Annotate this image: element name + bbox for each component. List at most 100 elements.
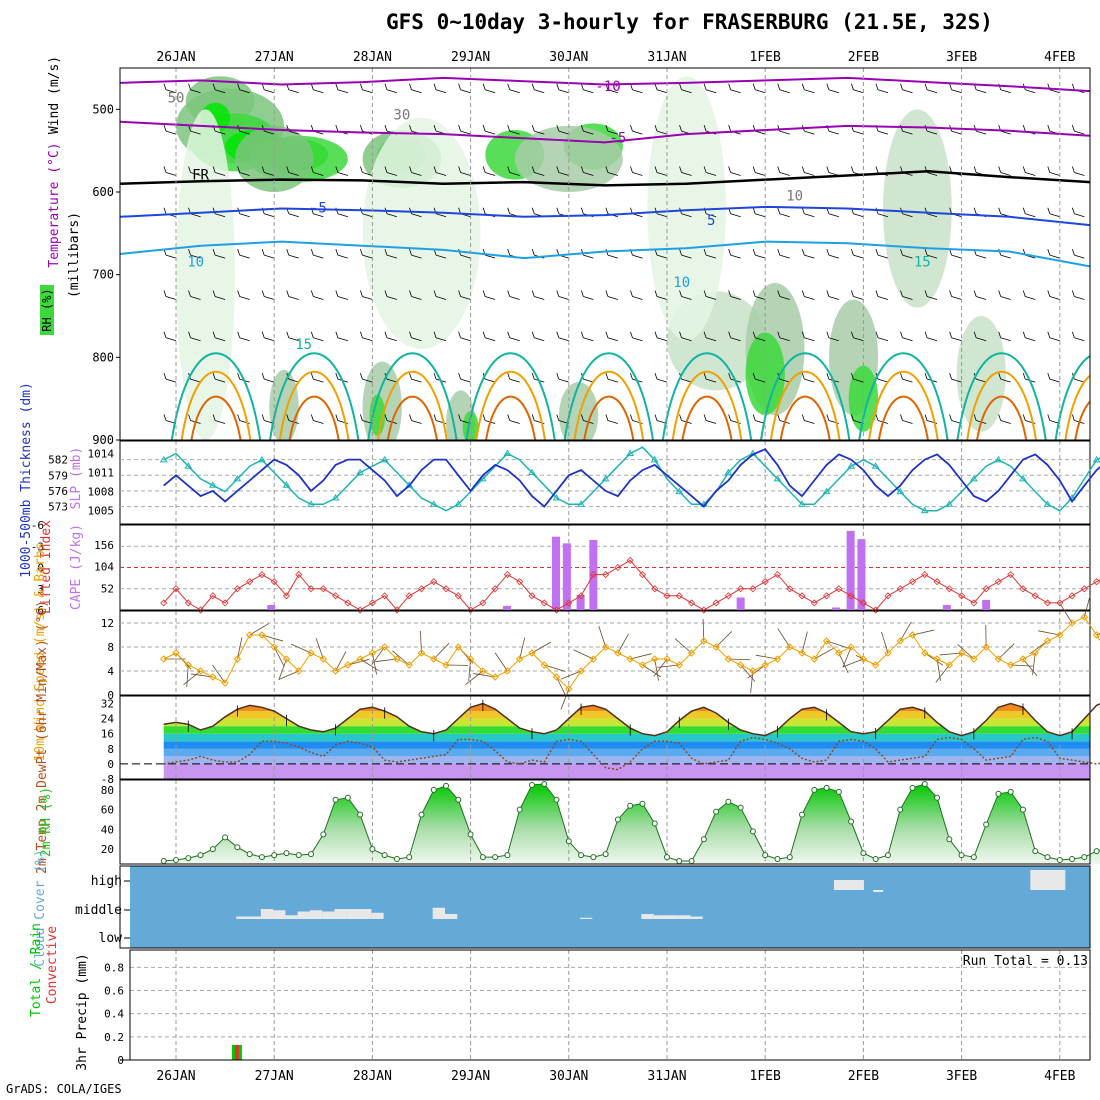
upper-wind-barb — [779, 172, 790, 176]
wind-speed-marker — [454, 643, 463, 651]
upper-wind-barb — [728, 373, 732, 380]
upper-wind-barb — [482, 83, 486, 90]
li-marker — [1068, 592, 1076, 600]
upper-wind-barb — [728, 414, 732, 421]
upper-wind-barb — [386, 213, 398, 218]
upper-wind-barb — [360, 331, 363, 338]
isotherm-loop — [475, 370, 546, 440]
upper-wind-barb — [531, 290, 535, 297]
surface-wind-barb — [814, 647, 834, 660]
upper-wind-barb — [1074, 378, 1085, 383]
isotherm-15-loop — [760, 352, 851, 440]
upper-wind-barb — [558, 296, 569, 300]
upper-wind-barb — [214, 420, 226, 424]
upper-wind-barb — [433, 373, 437, 380]
rh-marker — [676, 858, 683, 865]
upper-wind-barb — [705, 420, 717, 424]
surface-wind-barb — [392, 650, 410, 666]
temp-frame — [119, 695, 1091, 780]
upper-wind-barb — [1000, 254, 1011, 259]
upper-wind-barb — [580, 83, 584, 90]
upper-wind-barb — [703, 125, 707, 132]
upper-wind-barb — [1097, 414, 1099, 420]
surface-wind-barb — [617, 633, 629, 654]
slp-marker — [675, 487, 684, 495]
contour-label: 30 — [393, 107, 410, 123]
upper-wind-barb — [973, 414, 977, 421]
upper-wind-barb — [828, 254, 839, 259]
contour-label: 10 — [187, 254, 204, 270]
rh-marker — [737, 804, 744, 811]
upper-wind-barb — [507, 414, 511, 421]
upper-wind-barb — [630, 331, 633, 338]
slp-tick-label: 1011 — [88, 467, 115, 480]
upper-wind-barb — [362, 172, 373, 176]
wind-speed-marker — [761, 661, 769, 669]
upper-wind-barb — [261, 290, 265, 297]
surface-wind-barb — [278, 658, 287, 680]
isotherm-15-loop — [465, 352, 556, 440]
li-marker — [282, 592, 291, 600]
upper-wind-barb — [288, 337, 299, 342]
cape-bar — [576, 595, 585, 610]
isotherm-15-loop — [661, 352, 753, 440]
surface-wind-barb — [249, 623, 269, 636]
wind-speed-marker — [663, 655, 671, 663]
upper-wind-barb — [1000, 89, 1011, 94]
upper-wind-barb — [261, 331, 265, 338]
isotherm-loop — [671, 370, 743, 440]
upper-wind-barb — [777, 166, 781, 173]
upper-wind-barb — [826, 331, 830, 338]
middle-cloud-bar — [653, 915, 666, 919]
li-marker — [651, 585, 659, 593]
upper-wind-barb — [801, 207, 805, 214]
upper-wind-barb — [239, 337, 250, 342]
cloud-tick-label: high — [91, 874, 122, 889]
middle-cloud-bar — [678, 915, 691, 919]
rh-marker — [246, 851, 253, 858]
upper-wind-barb — [460, 296, 471, 300]
li-marker — [319, 585, 327, 593]
upper-wind-barb — [779, 213, 790, 218]
li-marker — [700, 606, 708, 614]
upper-wind-barb — [409, 414, 412, 421]
middle-cloud-bar — [236, 916, 249, 919]
upper-wind-barb — [705, 89, 717, 94]
li-tick-label: 3 — [37, 583, 44, 596]
li-tick-label: -6 — [31, 519, 44, 532]
upper-wind-barb — [188, 83, 191, 90]
li-marker — [798, 592, 806, 600]
upper-wind-barb — [409, 331, 412, 338]
li-marker — [638, 571, 647, 579]
rh-marker — [283, 850, 290, 857]
rh-shading — [883, 109, 952, 308]
upper-wind-barb — [239, 172, 250, 176]
li-marker — [994, 578, 1002, 586]
upper-wind-barb — [1074, 213, 1085, 218]
upper-wind-barb — [239, 213, 250, 218]
slp-marker — [552, 493, 561, 501]
li-marker — [761, 578, 769, 586]
cloud-background — [130, 866, 1090, 948]
upper-wind-barb — [779, 378, 790, 383]
precip-convective-legend: Convective — [45, 926, 60, 1004]
upper-wind-barb — [949, 414, 952, 421]
upper-wind-barb — [485, 296, 496, 300]
isotherm-15-loop — [367, 352, 458, 440]
wind-speed-marker — [1068, 619, 1076, 627]
upper-wind-barb — [1022, 207, 1026, 214]
rh-marker — [357, 811, 364, 818]
surface-wind-barb — [335, 651, 347, 672]
li-marker — [258, 571, 266, 579]
upper-wind-barb — [902, 254, 913, 259]
upper-wind-barb — [188, 290, 191, 297]
wind-speed-marker — [466, 655, 475, 663]
wind-speed-marker — [675, 661, 683, 669]
rh-marker — [1007, 788, 1014, 795]
upper-wind-barb — [900, 331, 903, 338]
cape-tick-label: 52 — [101, 582, 114, 595]
upper-wind-barb — [534, 89, 545, 94]
surface-wind-barb — [556, 676, 567, 697]
contour-label: FR — [192, 168, 209, 184]
upper-wind-barb — [949, 207, 952, 214]
